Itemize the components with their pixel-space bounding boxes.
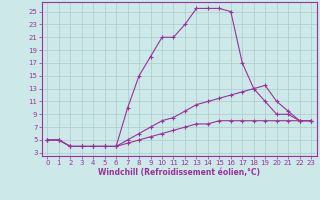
X-axis label: Windchill (Refroidissement éolien,°C): Windchill (Refroidissement éolien,°C) <box>98 168 260 177</box>
